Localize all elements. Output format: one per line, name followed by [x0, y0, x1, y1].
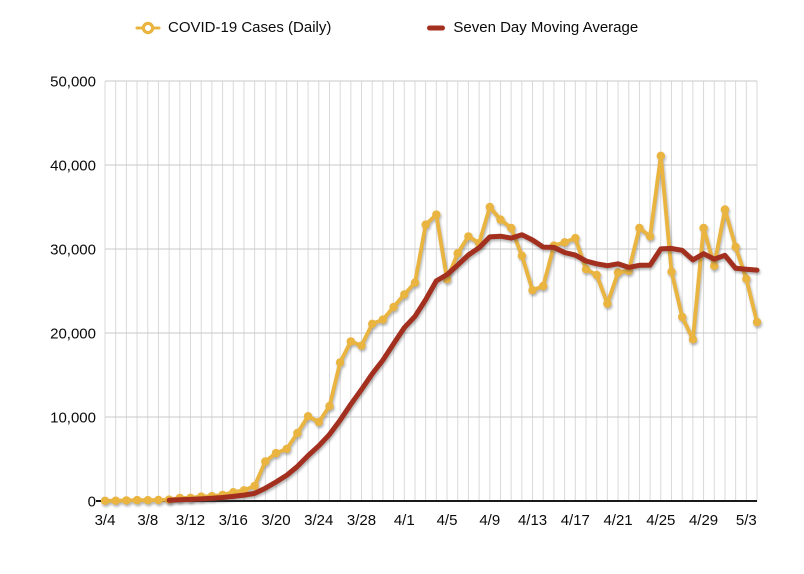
daily-series-point: [571, 233, 580, 243]
daily-series-point: [710, 261, 719, 270]
daily-series-point: [132, 495, 142, 505]
average-series: [166, 232, 760, 503]
daily-series-point: [368, 319, 377, 328]
daily-series: [100, 151, 762, 505]
x-tick-label: 4/5: [437, 512, 458, 529]
daily-series-point: [271, 448, 281, 458]
legend-item-daily: COVID-19 Cases (Daily): [135, 19, 331, 36]
y-tick-label: 30,000: [50, 242, 96, 259]
daily-series-point: [335, 358, 345, 367]
legend-label-daily: COVID-19 Cases (Daily): [168, 19, 332, 36]
x-tick-label: 3/8: [137, 512, 158, 529]
legend-item-average: Seven Day Moving Average: [426, 19, 638, 36]
x-tick-label: 3/12: [176, 512, 205, 529]
daily-series-point: [250, 481, 259, 491]
daily-series-point: [432, 210, 441, 219]
x-tick-label: 4/21: [603, 512, 632, 529]
daily-series-point: [635, 223, 644, 233]
x-tick-label: 4/9: [479, 512, 500, 529]
y-tick-label: 20,000: [50, 326, 96, 343]
x-tick-label: 3/4: [95, 512, 116, 529]
average-series-swatch-icon: [427, 25, 446, 30]
daily-series-point: [731, 242, 740, 252]
x-tick-label: 3/16: [219, 512, 248, 529]
y-axis-labels: 0 10,000 20,000 30,000 40,000 50,000: [50, 74, 96, 511]
x-axis-labels: 3/4 3/8 3/12 3/16 3/20 3/24 3/28 4/1 4/5 4/9 4/13 4…: [95, 512, 757, 529]
daily-series-point: [400, 290, 409, 299]
daily-series-point: [100, 496, 110, 505]
legend: COVID-19 Cases (Daily) Seven Day Moving …: [135, 19, 638, 36]
daily-series-point: [688, 335, 698, 344]
daily-series-point: [421, 220, 430, 229]
daily-series-point: [282, 444, 291, 454]
daily-series-point: [645, 232, 655, 241]
daily-series-swatch-icon: [135, 21, 161, 34]
daily-series-point: [720, 205, 730, 214]
daily-series-point: [752, 317, 762, 327]
daily-series-point: [303, 412, 313, 421]
daily-series-point: [293, 428, 302, 438]
daily-series-point: [143, 496, 152, 505]
average-series-line: [166, 232, 760, 503]
daily-series-point: [656, 151, 665, 160]
x-tick-label: 5/3: [736, 512, 757, 529]
y-tick-label: 50,000: [50, 74, 96, 91]
y-tick-label: 40,000: [50, 158, 96, 175]
daily-series-point: [699, 223, 708, 233]
daily-series-point: [560, 238, 569, 247]
daily-series-point: [603, 299, 612, 308]
daily-series-point: [592, 270, 601, 280]
daily-series-point: [667, 267, 676, 276]
daily-series-point: [464, 232, 473, 241]
y-tick-label: 10,000: [50, 410, 96, 427]
daily-series-point: [410, 278, 420, 287]
daily-series-point: [357, 341, 366, 350]
y-tick-label: 0: [88, 494, 96, 511]
x-tick-label: 4/29: [689, 512, 718, 529]
horizontal-gridlines: [105, 80, 757, 418]
x-tick-label: 4/17: [561, 512, 590, 529]
x-tick-label: 4/25: [646, 512, 675, 529]
daily-series-point: [453, 249, 462, 258]
daily-series-point: [528, 286, 537, 295]
daily-series-line: [103, 153, 759, 503]
daily-series-point: [581, 265, 591, 274]
daily-series-point: [325, 401, 334, 411]
x-tick-label: 3/20: [261, 512, 290, 529]
daily-series-point: [485, 202, 494, 212]
legend-label-average: Seven Day Moving Average: [453, 19, 639, 36]
daily-series-point: [314, 417, 323, 427]
daily-series-point: [389, 302, 398, 312]
daily-series-point: [496, 215, 505, 224]
daily-series-point: [517, 251, 527, 260]
daily-series-point: [539, 281, 548, 291]
daily-series-point: [154, 495, 163, 505]
x-tick-label: 3/28: [347, 512, 376, 529]
daily-series-point: [678, 312, 687, 322]
x-tick-label: 4/13: [518, 512, 547, 529]
daily-series-point: [261, 457, 270, 466]
daily-series-point: [378, 315, 388, 324]
daily-series-point: [507, 223, 516, 233]
daily-series-point: [613, 268, 623, 277]
daily-series-point: [122, 496, 131, 505]
daily-series-point: [111, 496, 120, 505]
x-tick-label: 3/24: [304, 512, 333, 529]
daily-series-point: [346, 337, 355, 346]
x-tick-label: 4/1: [394, 512, 415, 529]
daily-series-point: [742, 274, 751, 283]
